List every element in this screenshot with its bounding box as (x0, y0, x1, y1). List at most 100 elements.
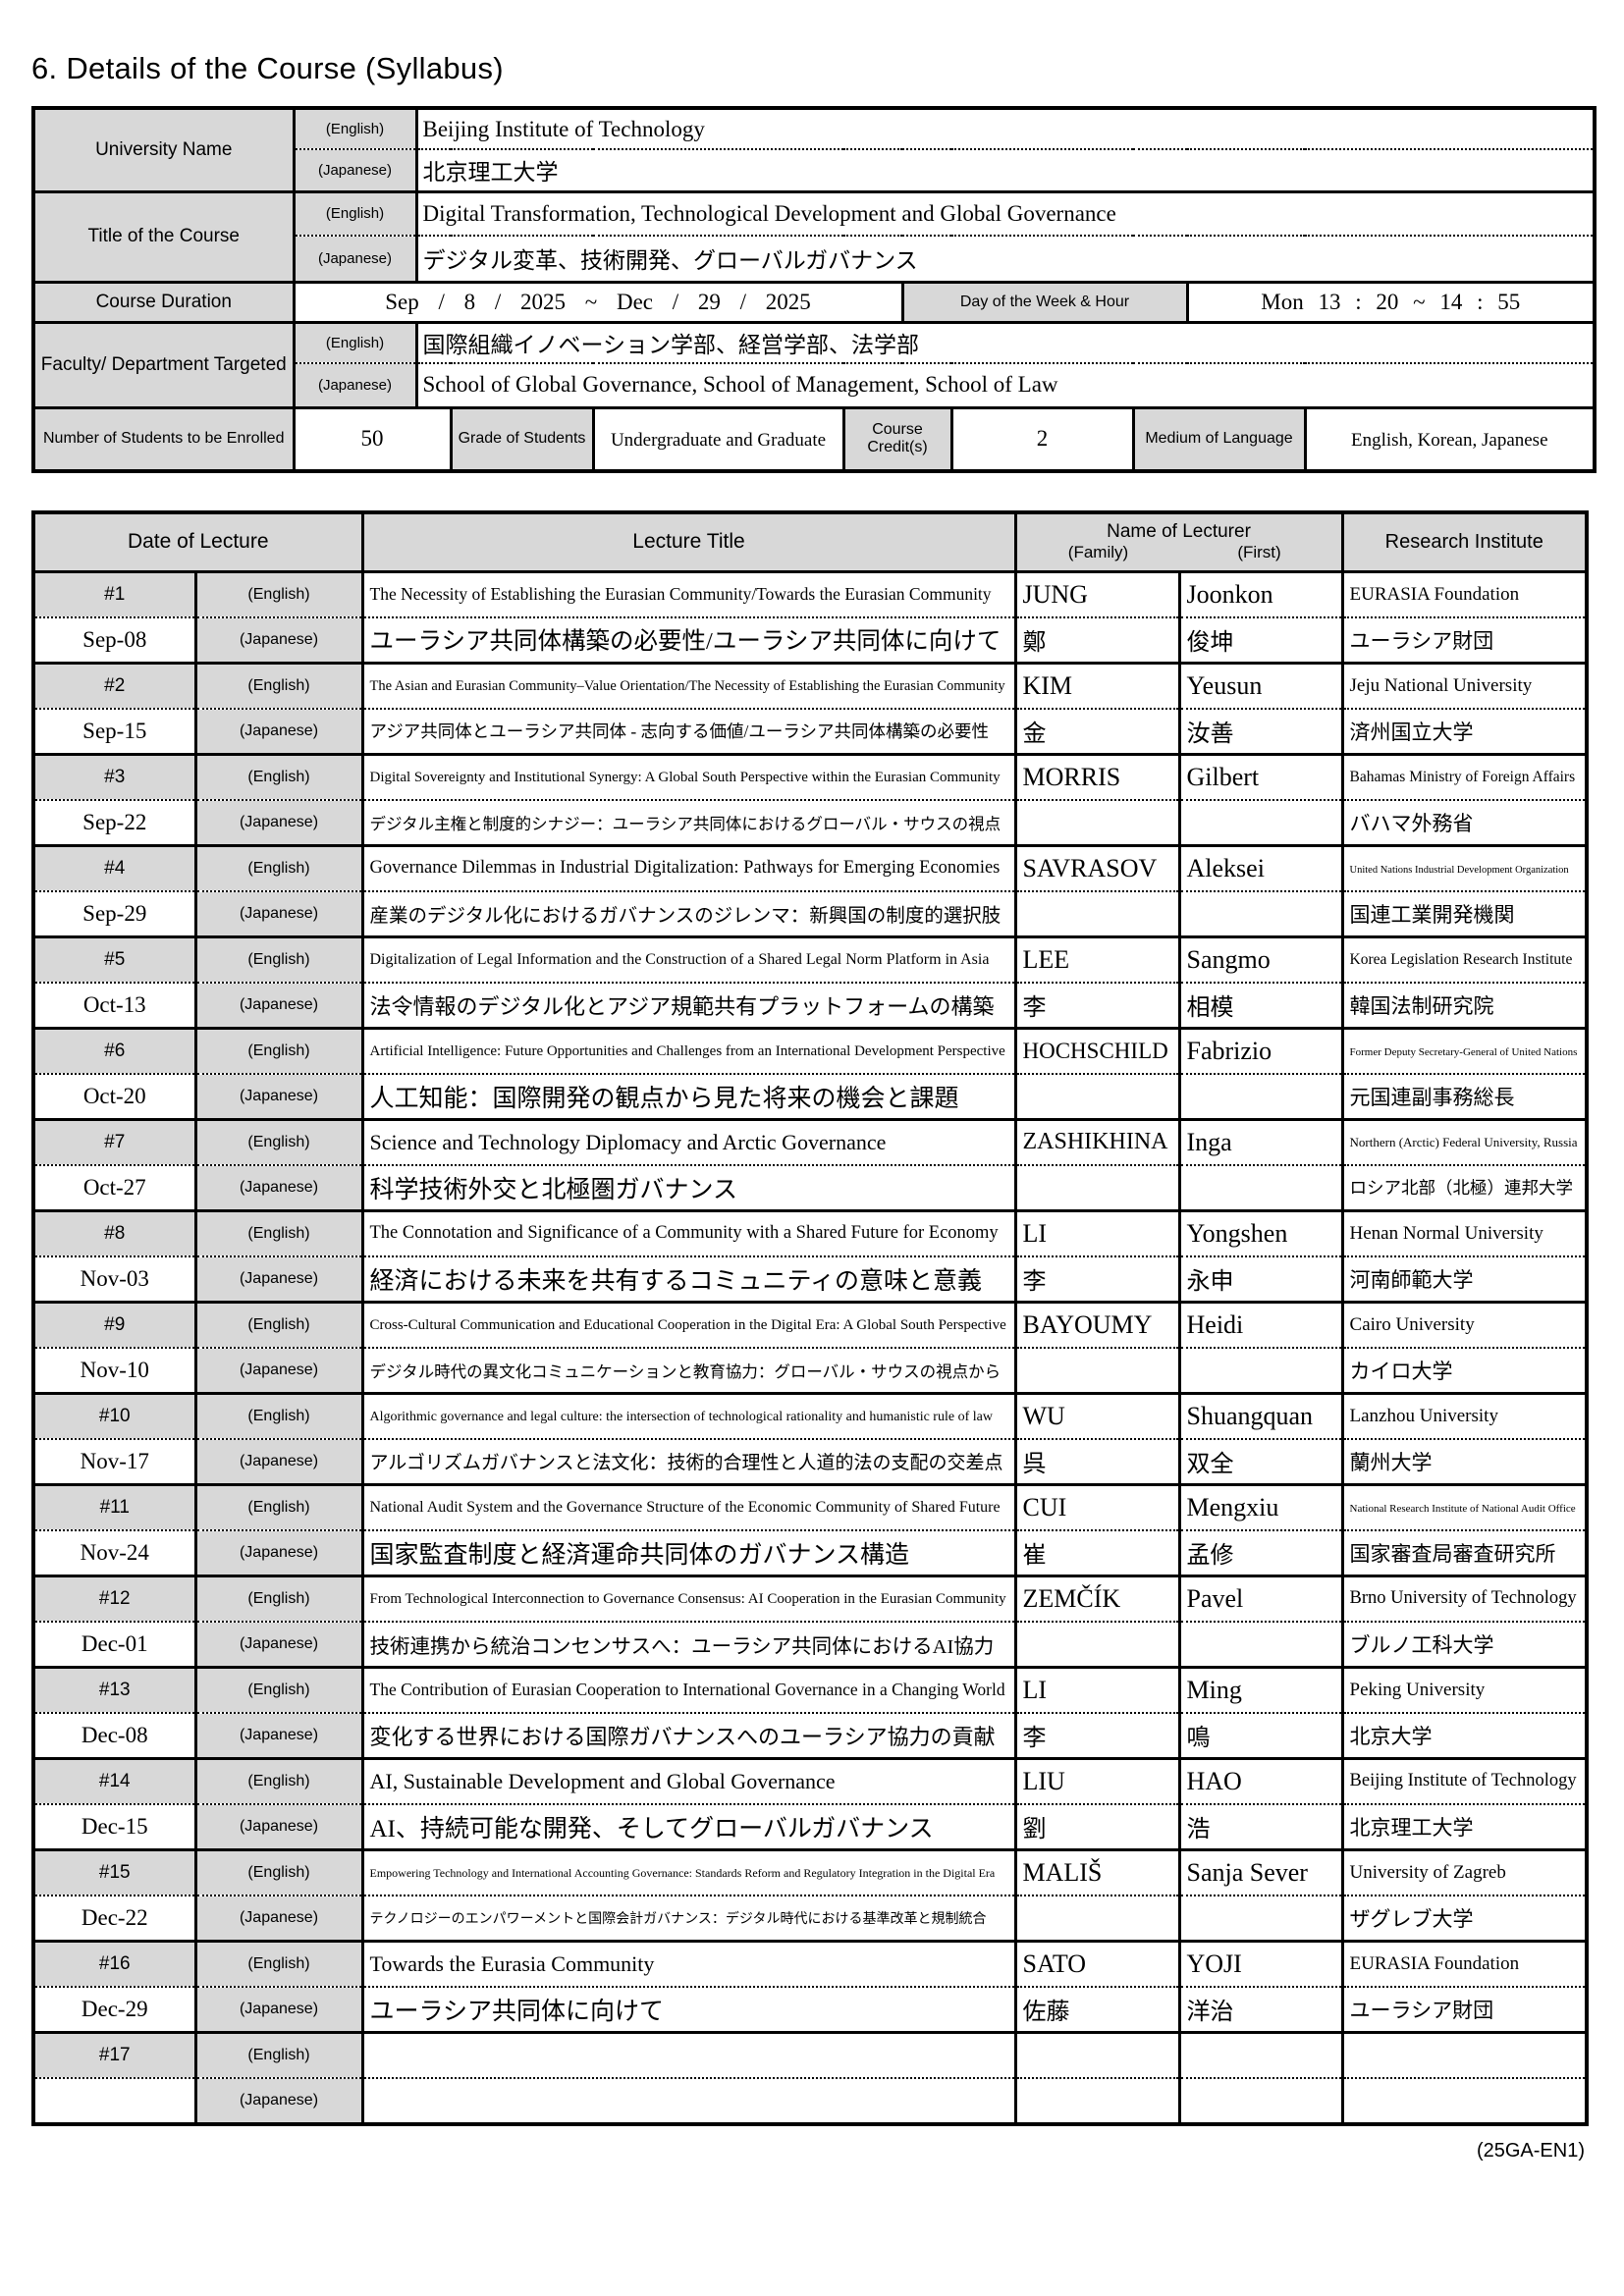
lecturer-family-english: JUNG (1013, 569, 1181, 617)
lecture-number: #11 (31, 1482, 197, 1530)
lecturer-first-english (1177, 2030, 1344, 2078)
grade-of-students-label: Grade of Students (449, 405, 595, 473)
date-of-lecture-header: Date of Lecture (31, 510, 364, 573)
language-tag-english: (English) (193, 569, 364, 617)
number-of-students-value: 50 (292, 405, 453, 473)
research-institute-english: Brno University of Technology (1340, 1574, 1589, 1622)
lecture-row-english: #12 (English) From Technological Interconn… (31, 1574, 1589, 1622)
lecturer-family-english: BAYOUMY (1013, 1300, 1181, 1348)
language-tag-japanese: (Japanese) (193, 1620, 364, 1669)
lecturer-first-japanese (1177, 1894, 1344, 1943)
language-tag-english: (English) (193, 1665, 364, 1713)
research-institute-header: Research Institute (1340, 510, 1589, 573)
research-institute-japanese: 国連工業開発機関 (1340, 889, 1589, 938)
medium-of-language-value: English, Korean, Japanese (1303, 405, 1597, 473)
research-institute-japanese: 北京理工大学 (1340, 1802, 1589, 1851)
name-of-lecturer-header: Name of Lecturer (Family) (First) (1013, 510, 1344, 573)
lecture-number: #3 (31, 752, 197, 800)
university-name-japanese: 北京理工大学 (414, 148, 1597, 193)
language-tag-english: (English) (193, 1208, 364, 1256)
research-institute-english: Beijing Institute of Technology (1340, 1756, 1589, 1804)
lecture-row-english: #11 (English) National Audit System and th… (31, 1482, 1589, 1530)
day-of-week-hour-label: Day of the Week & Hour (900, 280, 1189, 324)
language-tag-english: (English) (193, 1117, 364, 1165)
language-tag-japanese: (Japanese) (193, 1985, 364, 2034)
lecturer-family-japanese (1013, 1346, 1181, 1395)
lecture-row-english: #14 (English) AI, Sustainable Development … (31, 1756, 1589, 1804)
lecture-title-english: From Technological Interconnection to Go… (360, 1574, 1017, 1622)
name-of-lecturer-label: Name of Lecturer (1107, 521, 1251, 543)
lecture-number: #1 (31, 569, 197, 617)
lecture-title-japanese: 国家監査制度と経済運命共同体のガバナンス構造 (360, 1528, 1017, 1577)
japanese-tag: (Japanese) (292, 148, 418, 193)
language-tag-english: (English) (193, 843, 364, 891)
lecture-number: #2 (31, 661, 197, 709)
lecturer-family-english: WU (1013, 1391, 1181, 1439)
research-institute-english (1340, 2030, 1589, 2078)
lecturer-first-japanese (1177, 889, 1344, 938)
lecture-title-english: Artificial Intelligence: Future Opportun… (360, 1026, 1017, 1074)
lecturer-first-english: Sanja Sever (1177, 1847, 1344, 1896)
japanese-tag: (Japanese) (292, 235, 418, 284)
research-institute-japanese: バハマ外務省 (1340, 798, 1589, 847)
lecture-row-english: #5 (English) Digitalization of Legal Infor… (31, 934, 1589, 983)
grade-of-students-value: Undergraduate and Graduate (591, 405, 845, 473)
lecturer-first-english: Inga (1177, 1117, 1344, 1165)
lecturer-family-japanese (1013, 2076, 1181, 2125)
lecturer-first-japanese: 双全 (1177, 1437, 1344, 1486)
lecturer-family-japanese (1013, 798, 1181, 847)
lecture-title-english: The Necessity of Establishing the Eurasi… (360, 569, 1017, 617)
lecturer-family-english: LEE (1013, 934, 1181, 983)
research-institute-english: Cairo University (1340, 1300, 1589, 1348)
lecture-title-japanese: 産業のデジタル化におけるガバナンスのジレンマ：新興国の制度的選択肢 (360, 889, 1017, 938)
language-tag-japanese: (Japanese) (193, 889, 364, 938)
lecture-row-english: #7 (English) Science and Technology Diplom… (31, 1117, 1589, 1165)
lecture-title-japanese: デジタル主権と制度的シナジー：ユーラシア共同体におけるグローバル・サウスの視点 (360, 798, 1017, 847)
lecture-title-japanese: 科学技術外交と北極圏ガバナンス (360, 1163, 1017, 1212)
course-credits-label: Course Credit(s) (841, 405, 953, 473)
research-institute-japanese: カイロ大学 (1340, 1346, 1589, 1395)
lecturer-family-english: CUI (1013, 1482, 1181, 1530)
lecture-date (31, 2076, 197, 2125)
language-tag-japanese: (Japanese) (193, 981, 364, 1030)
english-tag: (English) (292, 320, 418, 363)
lecture-date: Oct-20 (31, 1072, 197, 1121)
lecturer-first-english: Sangmo (1177, 934, 1344, 983)
lecture-row-english: #10 (English) Algorithmic governance and l… (31, 1391, 1589, 1439)
faculty-targeted-label: Faculty/ Department Targeted (31, 320, 296, 407)
lecture-row-japanese: Sep-15 (Japanese) アジア共同体とユーラシア共同体 - 志向する価値… (31, 707, 1589, 756)
language-tag-english: (English) (193, 1756, 364, 1804)
lecturer-first-english: Yeusun (1177, 661, 1344, 709)
lecture-date: Nov-17 (31, 1437, 197, 1486)
lecture-row-english: #15 (English) Empowering Technology and In… (31, 1847, 1589, 1896)
lecturer-family-english: LIU (1013, 1756, 1181, 1804)
family-name-label: (Family) (1067, 542, 1129, 561)
lecture-date: Nov-10 (31, 1346, 197, 1395)
lecturer-first-english: Gilbert (1177, 752, 1344, 800)
lecture-title-japanese: 技術連携から統治コンセンサスへ：ユーラシア共同体におけるAI協力 (360, 1620, 1017, 1669)
lecturer-first-english: Yongshen (1177, 1208, 1344, 1256)
lecture-title-english: Governance Dilemmas in Industrial Digita… (360, 843, 1017, 891)
lecturer-family-japanese: 崔 (1013, 1528, 1181, 1577)
lecturer-family-english: ZEMČÍK (1013, 1574, 1181, 1622)
lecturer-first-japanese (1177, 1072, 1344, 1121)
language-tag-english: (English) (193, 2030, 364, 2078)
lecturer-family-english: LI (1013, 1208, 1181, 1256)
lecture-date: Dec-29 (31, 1985, 197, 2034)
day-of-week-hour-value: Mon 13 : 20 ~ 14 : 55 (1185, 280, 1597, 324)
english-tag: (English) (292, 189, 418, 236)
lecturer-family-japanese: 李 (1013, 1255, 1181, 1304)
lecture-row-english: #13 (English) The Contribution of Eurasian… (31, 1665, 1589, 1713)
research-institute-english: Peking University (1340, 1665, 1589, 1713)
lecturer-first-japanese (1177, 2076, 1344, 2125)
lecturer-first-japanese: 鳴 (1177, 1711, 1344, 1760)
language-tag-english: (English) (193, 1847, 364, 1896)
language-tag-japanese: (Japanese) (193, 2076, 364, 2125)
lecture-row-japanese: Sep-08 (Japanese) ユーラシア共同体構築の必要性/ユーラシア共同体に… (31, 615, 1589, 665)
lecturer-family-japanese: 呉 (1013, 1437, 1181, 1486)
course-credits-value: 2 (949, 405, 1135, 473)
research-institute-english: University of Zagreb (1340, 1847, 1589, 1896)
lecture-title-japanese: 法令情報のデジタル化とアジア規範共有プラットフォームの構築 (360, 981, 1017, 1030)
language-tag-english: (English) (193, 1300, 364, 1348)
lecture-title-english: AI, Sustainable Development and Global G… (360, 1756, 1017, 1804)
